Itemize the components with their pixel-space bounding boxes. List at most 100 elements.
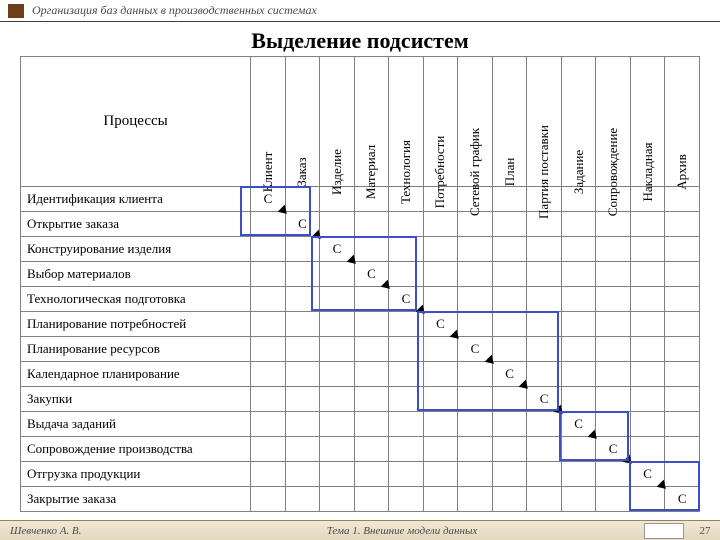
row-label: Планирование потребностей — [21, 312, 251, 337]
matrix-cell — [354, 437, 389, 462]
matrix-cell — [561, 462, 596, 487]
matrix-cell — [561, 262, 596, 287]
process-header: Процессы — [21, 57, 251, 187]
matrix-cell — [527, 437, 562, 462]
matrix-cell — [320, 387, 355, 412]
row-label: Планирование ресурсов — [21, 337, 251, 362]
matrix-cell — [251, 437, 286, 462]
matrix-cell — [285, 462, 320, 487]
matrix-cell — [285, 412, 320, 437]
matrix-cell — [251, 212, 286, 237]
footer-page: 27 — [690, 525, 720, 537]
matrix-cell — [630, 487, 665, 512]
matrix-cell — [665, 412, 700, 437]
matrix-cell — [561, 212, 596, 237]
matrix-cell — [458, 312, 493, 337]
matrix-cell — [285, 262, 320, 287]
matrix-cell — [527, 212, 562, 237]
matrix-cell — [492, 287, 527, 312]
matrix-cell — [492, 262, 527, 287]
matrix-cell — [354, 237, 389, 262]
matrix-cell — [630, 287, 665, 312]
matrix-cell — [665, 262, 700, 287]
matrix-cell — [561, 237, 596, 262]
row-label: Закрытие заказа — [21, 487, 251, 512]
matrix-cell — [251, 237, 286, 262]
matrix-cell — [320, 412, 355, 437]
matrix-cell — [458, 237, 493, 262]
matrix-cell: С — [665, 487, 700, 512]
matrix-cell — [665, 462, 700, 487]
matrix-cell — [665, 287, 700, 312]
matrix-cell — [630, 262, 665, 287]
matrix-cell — [596, 387, 631, 412]
matrix-cell — [458, 262, 493, 287]
matrix-cell — [320, 287, 355, 312]
matrix-cell — [423, 187, 458, 212]
matrix-cell — [389, 312, 424, 337]
matrix-cell — [492, 487, 527, 512]
matrix-cell — [251, 287, 286, 312]
matrix-cell — [389, 337, 424, 362]
matrix-cell — [630, 362, 665, 387]
matrix-cell — [389, 487, 424, 512]
matrix-cell — [354, 387, 389, 412]
matrix-cell — [320, 362, 355, 387]
row-label: Конструирование изделия — [21, 237, 251, 262]
column-header: Материал — [354, 57, 389, 187]
matrix-cell — [354, 312, 389, 337]
matrix-cell — [561, 487, 596, 512]
matrix-cell — [630, 187, 665, 212]
matrix-cell — [527, 462, 562, 487]
row-label: Сопровождение производства — [21, 437, 251, 462]
matrix-cell — [458, 387, 493, 412]
footer-pagebox — [644, 523, 684, 539]
matrix-cell — [492, 412, 527, 437]
matrix-cell — [251, 312, 286, 337]
row-label: Календарное планирование — [21, 362, 251, 387]
matrix-cell — [423, 387, 458, 412]
matrix-cell — [665, 437, 700, 462]
matrix-cell — [596, 487, 631, 512]
column-header: Клиент — [251, 57, 286, 187]
matrix-cell — [596, 212, 631, 237]
matrix-cell — [320, 437, 355, 462]
matrix-cell — [630, 437, 665, 462]
matrix-cell — [389, 387, 424, 412]
matrix-cell — [561, 187, 596, 212]
matrix-cell — [561, 362, 596, 387]
matrix-cell — [251, 262, 286, 287]
matrix-cell — [320, 312, 355, 337]
matrix-cell — [527, 337, 562, 362]
matrix-cell — [389, 262, 424, 287]
matrix-cell: С — [389, 287, 424, 312]
matrix-cell — [527, 312, 562, 337]
course-title: Организация баз данных в производственны… — [32, 3, 317, 18]
matrix-cell: С — [285, 212, 320, 237]
matrix-cell — [354, 412, 389, 437]
column-header: Сетевой график — [458, 57, 493, 187]
row-label: Выбор материалов — [21, 262, 251, 287]
matrix-cell — [251, 462, 286, 487]
row-label: Закупки — [21, 387, 251, 412]
matrix-cell — [492, 187, 527, 212]
column-header: Сопровождение — [596, 57, 631, 187]
matrix-cell — [527, 287, 562, 312]
matrix-cell — [285, 362, 320, 387]
matrix-cell — [320, 487, 355, 512]
matrix-cell — [458, 462, 493, 487]
matrix-cell — [320, 462, 355, 487]
matrix-cell — [458, 437, 493, 462]
column-header: Задание — [561, 57, 596, 187]
matrix-cell — [527, 412, 562, 437]
matrix-cell — [665, 212, 700, 237]
matrix-cell — [458, 487, 493, 512]
column-header: План — [492, 57, 527, 187]
matrix-cell — [492, 212, 527, 237]
matrix-cell — [596, 187, 631, 212]
matrix-cell — [285, 337, 320, 362]
matrix-cell — [596, 287, 631, 312]
matrix-cell — [320, 187, 355, 212]
matrix-cell — [423, 287, 458, 312]
matrix-cell — [665, 312, 700, 337]
